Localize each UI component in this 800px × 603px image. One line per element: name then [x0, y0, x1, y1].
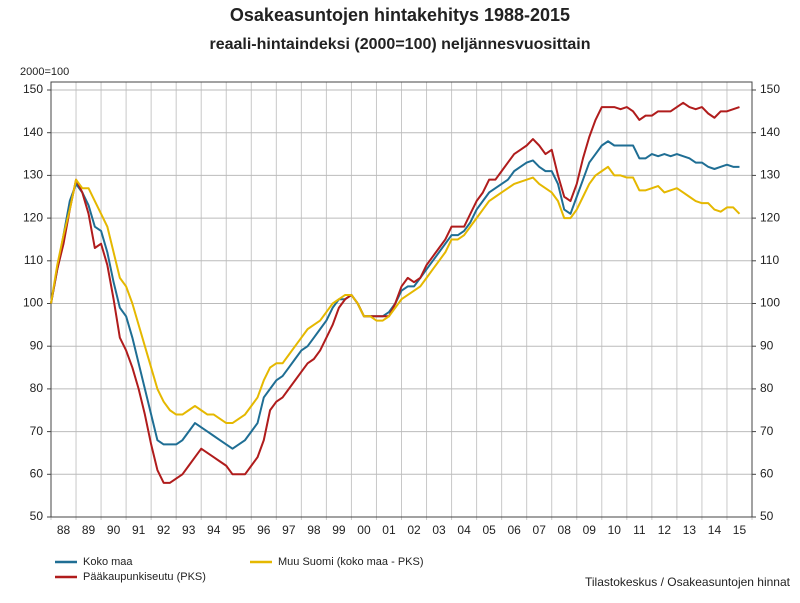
- chart-subtitle: reaali-hintaindeksi (2000=100) neljännes…: [209, 36, 590, 53]
- x-tick-label: 89: [82, 523, 96, 537]
- x-tick-label: 14: [708, 523, 722, 537]
- x-tick-label: 95: [232, 523, 246, 537]
- y-tick-label: 100: [23, 296, 43, 310]
- x-tick-label: 00: [357, 523, 371, 537]
- x-tick-label: 03: [432, 523, 446, 537]
- y-tick-label: 70: [30, 424, 44, 438]
- y-tick-label: 140: [23, 125, 43, 139]
- x-tick-label: 91: [132, 523, 146, 537]
- y2-tick-label: 50: [760, 509, 774, 523]
- x-tick-label: 96: [257, 523, 271, 537]
- y-tick-label: 110: [24, 253, 43, 267]
- x-tick-label: 88: [57, 523, 71, 537]
- y2-tick-label: 70: [760, 424, 774, 438]
- x-tick-label: 98: [307, 523, 321, 537]
- y-tick-label: 90: [30, 338, 44, 352]
- x-tick-label: 04: [457, 523, 471, 537]
- y-tick-label: 60: [30, 466, 44, 480]
- x-tick-label: 06: [507, 523, 521, 537]
- x-tick-label: 90: [107, 523, 121, 537]
- x-tick-label: 99: [332, 523, 346, 537]
- x-tick-label: 10: [608, 523, 622, 537]
- y-tick-label: 120: [23, 210, 43, 224]
- y2-tick-label: 80: [760, 381, 774, 395]
- y-tick-label: 80: [30, 381, 44, 395]
- x-tick-label: 94: [207, 523, 221, 537]
- x-tick-label: 05: [482, 523, 496, 537]
- series-line: [50, 140, 740, 450]
- x-tick-label: 92: [157, 523, 171, 537]
- x-tick-label: 93: [182, 523, 196, 537]
- x-tick-label: 97: [282, 523, 296, 537]
- x-tick-label: 01: [382, 523, 396, 537]
- x-tick-label: 07: [533, 523, 547, 537]
- legend-label: Muu Suomi (koko maa - PKS): [278, 556, 424, 568]
- y2-tick-label: 150: [760, 82, 780, 96]
- source: Tilastokeskus / Osakeasuntojen hinnat: [585, 575, 791, 589]
- x-tick-label: 11: [633, 523, 646, 537]
- y-axis-label: 2000=100: [20, 66, 69, 78]
- y2-tick-label: 60: [760, 466, 774, 480]
- series-line: [50, 101, 740, 484]
- x-tick-label: 12: [658, 523, 672, 537]
- y2-tick-label: 110: [760, 253, 779, 267]
- chart-title: Osakeasuntojen hintakehitys 1988-2015: [230, 5, 570, 25]
- legend-label: Pääkaupunkiseutu (PKS): [83, 571, 206, 583]
- y-tick-label: 130: [23, 168, 43, 182]
- legend-label: Koko maa: [83, 556, 133, 568]
- x-tick-label: 08: [558, 523, 572, 537]
- y2-tick-label: 120: [760, 210, 780, 224]
- y-tick-label: 150: [23, 82, 43, 96]
- y2-tick-label: 100: [760, 296, 780, 310]
- y2-tick-label: 140: [760, 125, 780, 139]
- x-tick-label: 09: [583, 523, 597, 537]
- x-tick-label: 15: [733, 523, 747, 537]
- y2-tick-label: 130: [760, 168, 780, 182]
- x-tick-label: 02: [407, 523, 421, 537]
- x-tick-label: 13: [683, 523, 697, 537]
- y2-tick-label: 90: [760, 338, 774, 352]
- series-line: [50, 165, 741, 425]
- y-tick-label: 50: [30, 509, 44, 523]
